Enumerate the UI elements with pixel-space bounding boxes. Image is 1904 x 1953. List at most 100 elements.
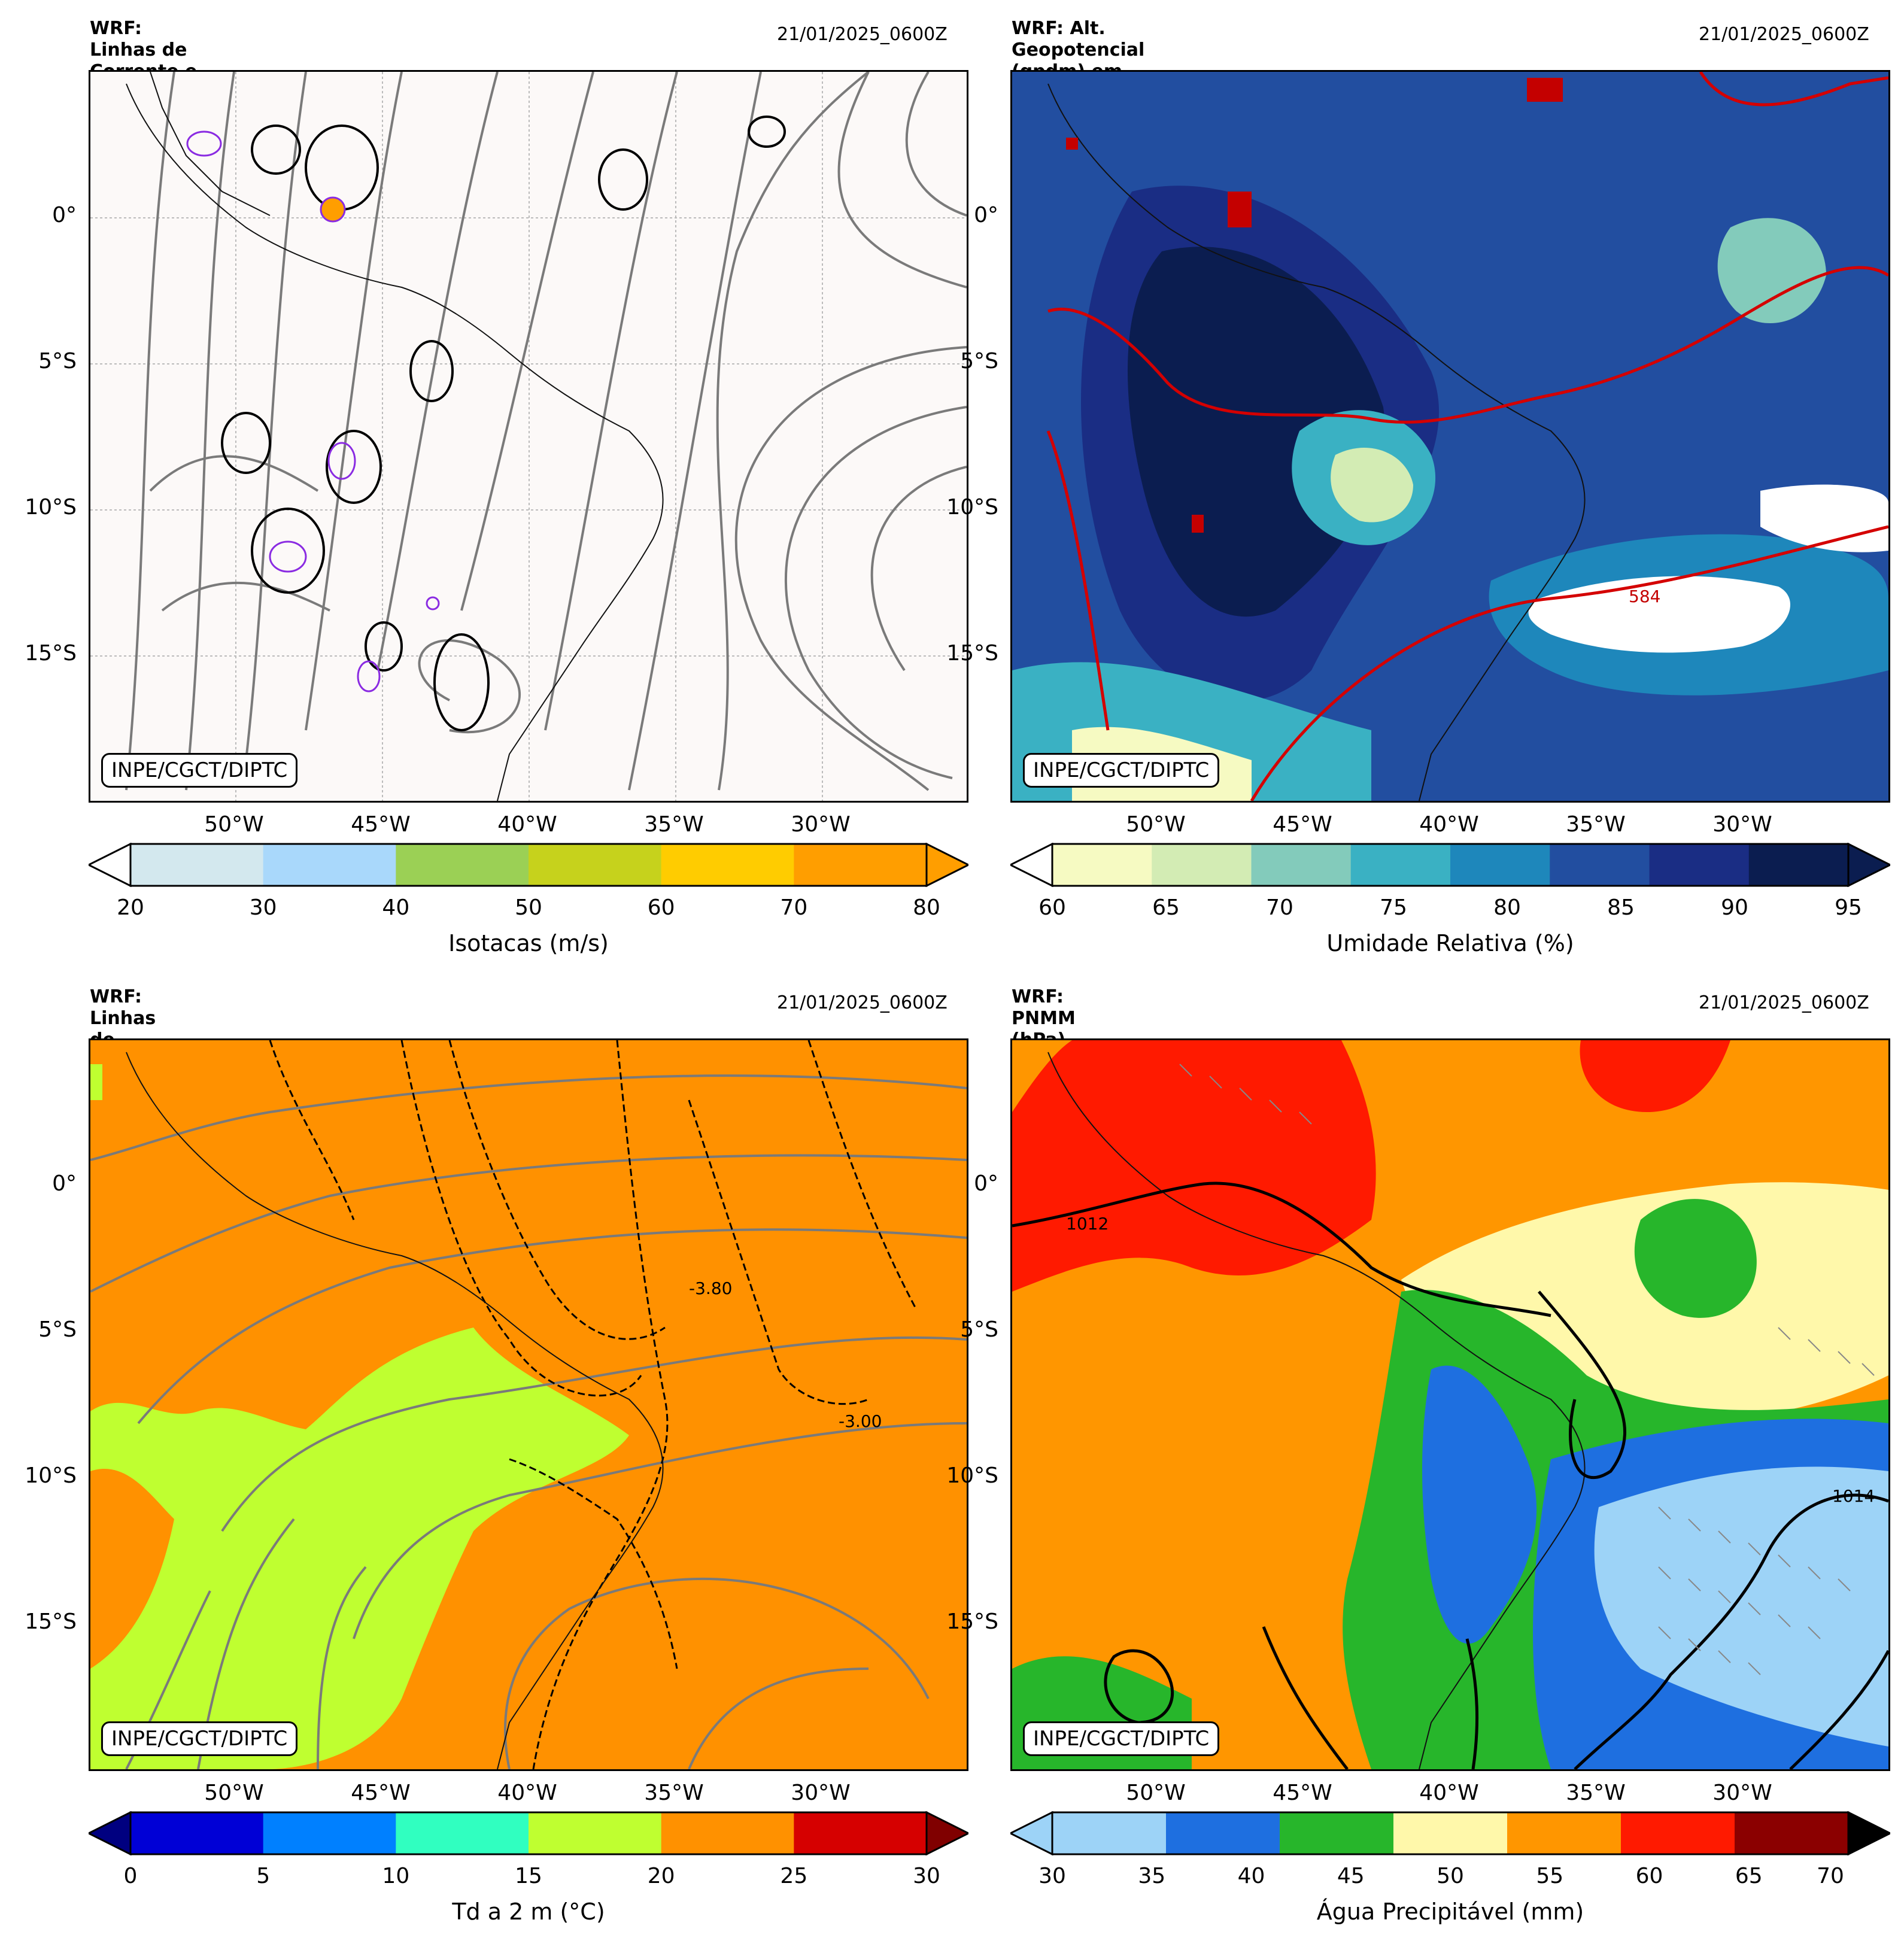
- contour-label: 1012: [1066, 1214, 1109, 1234]
- colorbar-label: Isotacas (m/s): [448, 930, 609, 956]
- colorbar-segment: [1251, 844, 1352, 886]
- longitude-label: 30°W: [1712, 1781, 1772, 1805]
- colorbar-tick-label: 70: [780, 895, 808, 920]
- colorbar-segment: [661, 1812, 794, 1854]
- colorbar-extend-max: [925, 843, 968, 887]
- streamlines: [90, 1074, 967, 1769]
- rh-70: [1717, 218, 1826, 323]
- longitude-label: 40°W: [497, 812, 557, 837]
- streamlines: [125, 72, 967, 791]
- longitude-label: 40°W: [1419, 1781, 1479, 1805]
- map-area: INPE/CGCT/DIPTC: [89, 70, 968, 803]
- colorbar-frame: [129, 843, 928, 887]
- longitude-label: 30°W: [1712, 812, 1772, 837]
- colorbar-tick-label: 70: [1266, 895, 1293, 920]
- colorbar-tick-label: 0: [123, 1864, 138, 1888]
- contour-label: -3.80: [689, 1278, 733, 1298]
- longitude-label: 45°W: [351, 1781, 411, 1805]
- colorbar-tick-label: 65: [1152, 895, 1180, 920]
- colorbar-segment: [1735, 1812, 1849, 1854]
- colorbar-extend-min: [1010, 843, 1053, 887]
- colorbar-tick-label: 60: [1635, 1864, 1663, 1888]
- isotach-max: [320, 196, 346, 223]
- latitude-label: 10°S: [25, 495, 77, 520]
- latitude-label: 15°S: [25, 1609, 77, 1634]
- longitude-label: 45°W: [1273, 812, 1332, 837]
- longitude-label: 35°W: [644, 1781, 704, 1805]
- colorbar-segment: [1393, 1812, 1508, 1854]
- coastline: [1047, 83, 1586, 801]
- latitude-label: 5°S: [38, 349, 77, 373]
- colorbar-extend-max: [925, 1811, 968, 1855]
- latitude-label: 15°S: [946, 641, 998, 666]
- colorbar-tick-label: 35: [1138, 1864, 1166, 1888]
- colorbar-segment: [1748, 844, 1849, 886]
- colorbar-segment: [1649, 844, 1750, 886]
- map-graphic: [90, 72, 967, 801]
- longitude-label: 50°W: [1126, 1781, 1186, 1805]
- colorbar-extend-min: [1010, 1811, 1053, 1855]
- rh-below-60: [1528, 576, 1790, 653]
- colorbar-extend-max: [1847, 843, 1890, 887]
- colorbar: [89, 1811, 968, 1855]
- credit-badge: INPE/CGCT/DIPTC: [1023, 1721, 1220, 1756]
- divergence-contours: [221, 116, 786, 731]
- colorbar: [1010, 843, 1890, 887]
- longitude-label: 40°W: [1419, 812, 1479, 837]
- geopotential-contours: [1046, 72, 1888, 801]
- pw-55-60: [1012, 1040, 1376, 1292]
- colorbar-tick-label: 10: [382, 1864, 410, 1888]
- colorbar-tick-label: 95: [1835, 895, 1862, 920]
- colorbar-tick-label: 15: [515, 1864, 542, 1888]
- panel-date: 21/01/2025_0600Z: [1699, 24, 1869, 45]
- colorbar-tick-label: 45: [1337, 1864, 1365, 1888]
- longitude-label: 35°W: [1566, 1781, 1626, 1805]
- panel-date: 21/01/2025_0600Z: [777, 24, 948, 45]
- colorbar-segment: [1152, 844, 1252, 886]
- colorbar-tick-label: 60: [647, 895, 675, 920]
- colorbar-tick-label: 30: [913, 1864, 940, 1888]
- map-area: -3.80 -3.00 INPE/CGCT/DIPTC: [89, 1038, 968, 1771]
- colorbar-segment: [1507, 1812, 1621, 1854]
- longitude-label: 45°W: [1273, 1781, 1332, 1805]
- contour-label: -3.00: [839, 1411, 882, 1431]
- map-graphic: [1012, 1040, 1888, 1769]
- colorbar-tick-label: 55: [1536, 1864, 1564, 1888]
- colorbar-tick-label: 40: [1237, 1864, 1265, 1888]
- colorbar: [89, 843, 968, 887]
- colorbar-label: Td a 2 m (°C): [452, 1899, 605, 1925]
- colorbar-tick-label: 90: [1721, 895, 1748, 920]
- colorbar-tick-label: 85: [1607, 895, 1635, 920]
- colorbar-tick-label: 50: [1437, 1864, 1464, 1888]
- latitude-label: 0°: [52, 1171, 77, 1196]
- colorbar-tick-label: 75: [1380, 895, 1407, 920]
- colorbar-segment: [529, 844, 662, 886]
- credit-badge: INPE/CGCT/DIPTC: [101, 753, 298, 788]
- colorbar-segment: [396, 1812, 529, 1854]
- longitude-label: 35°W: [1566, 812, 1626, 837]
- isobars: [1012, 1181, 1888, 1769]
- colorbar-segment: [1450, 844, 1550, 886]
- colorbar-segment: [1621, 1812, 1735, 1854]
- longitude-label: 50°W: [204, 1781, 264, 1805]
- map-area: 584 INPE/CGCT/DIPTC: [1010, 70, 1890, 803]
- colorbar-tick-label: 80: [913, 895, 940, 920]
- colorbar-frame: [1051, 843, 1850, 887]
- longitude-label: 30°W: [791, 812, 851, 837]
- map-graphic: [90, 1040, 967, 1769]
- pw-55-60: [1580, 1040, 1730, 1112]
- longitude-label: 30°W: [791, 1781, 851, 1805]
- colorbar-extend-max: [1847, 1811, 1890, 1855]
- latitude-label: 15°S: [25, 641, 77, 666]
- colorbar-tick-label: 50: [515, 895, 542, 920]
- latitude-label: 0°: [974, 203, 998, 227]
- colorbar-tick-label: 5: [256, 1864, 271, 1888]
- contour-label: 584: [1629, 587, 1661, 606]
- colorbar-segment: [263, 844, 396, 886]
- colorbar-segment: [1052, 844, 1152, 886]
- latitude-label: 10°S: [946, 495, 998, 520]
- isotach-contours: [186, 130, 440, 692]
- colorbar-segment: [396, 844, 529, 886]
- colorbar-tick-label: 65: [1735, 1864, 1763, 1888]
- colorbar-segment: [1280, 1812, 1394, 1854]
